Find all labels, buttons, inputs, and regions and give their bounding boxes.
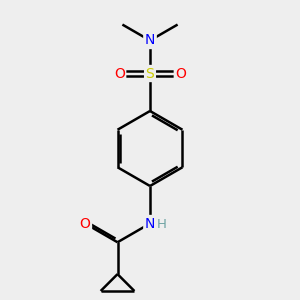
Text: N: N — [145, 217, 155, 230]
Text: O: O — [114, 67, 125, 80]
Text: S: S — [146, 67, 154, 80]
Text: H: H — [157, 218, 166, 231]
Text: O: O — [175, 67, 186, 80]
Text: N: N — [145, 34, 155, 47]
Text: O: O — [80, 217, 91, 230]
